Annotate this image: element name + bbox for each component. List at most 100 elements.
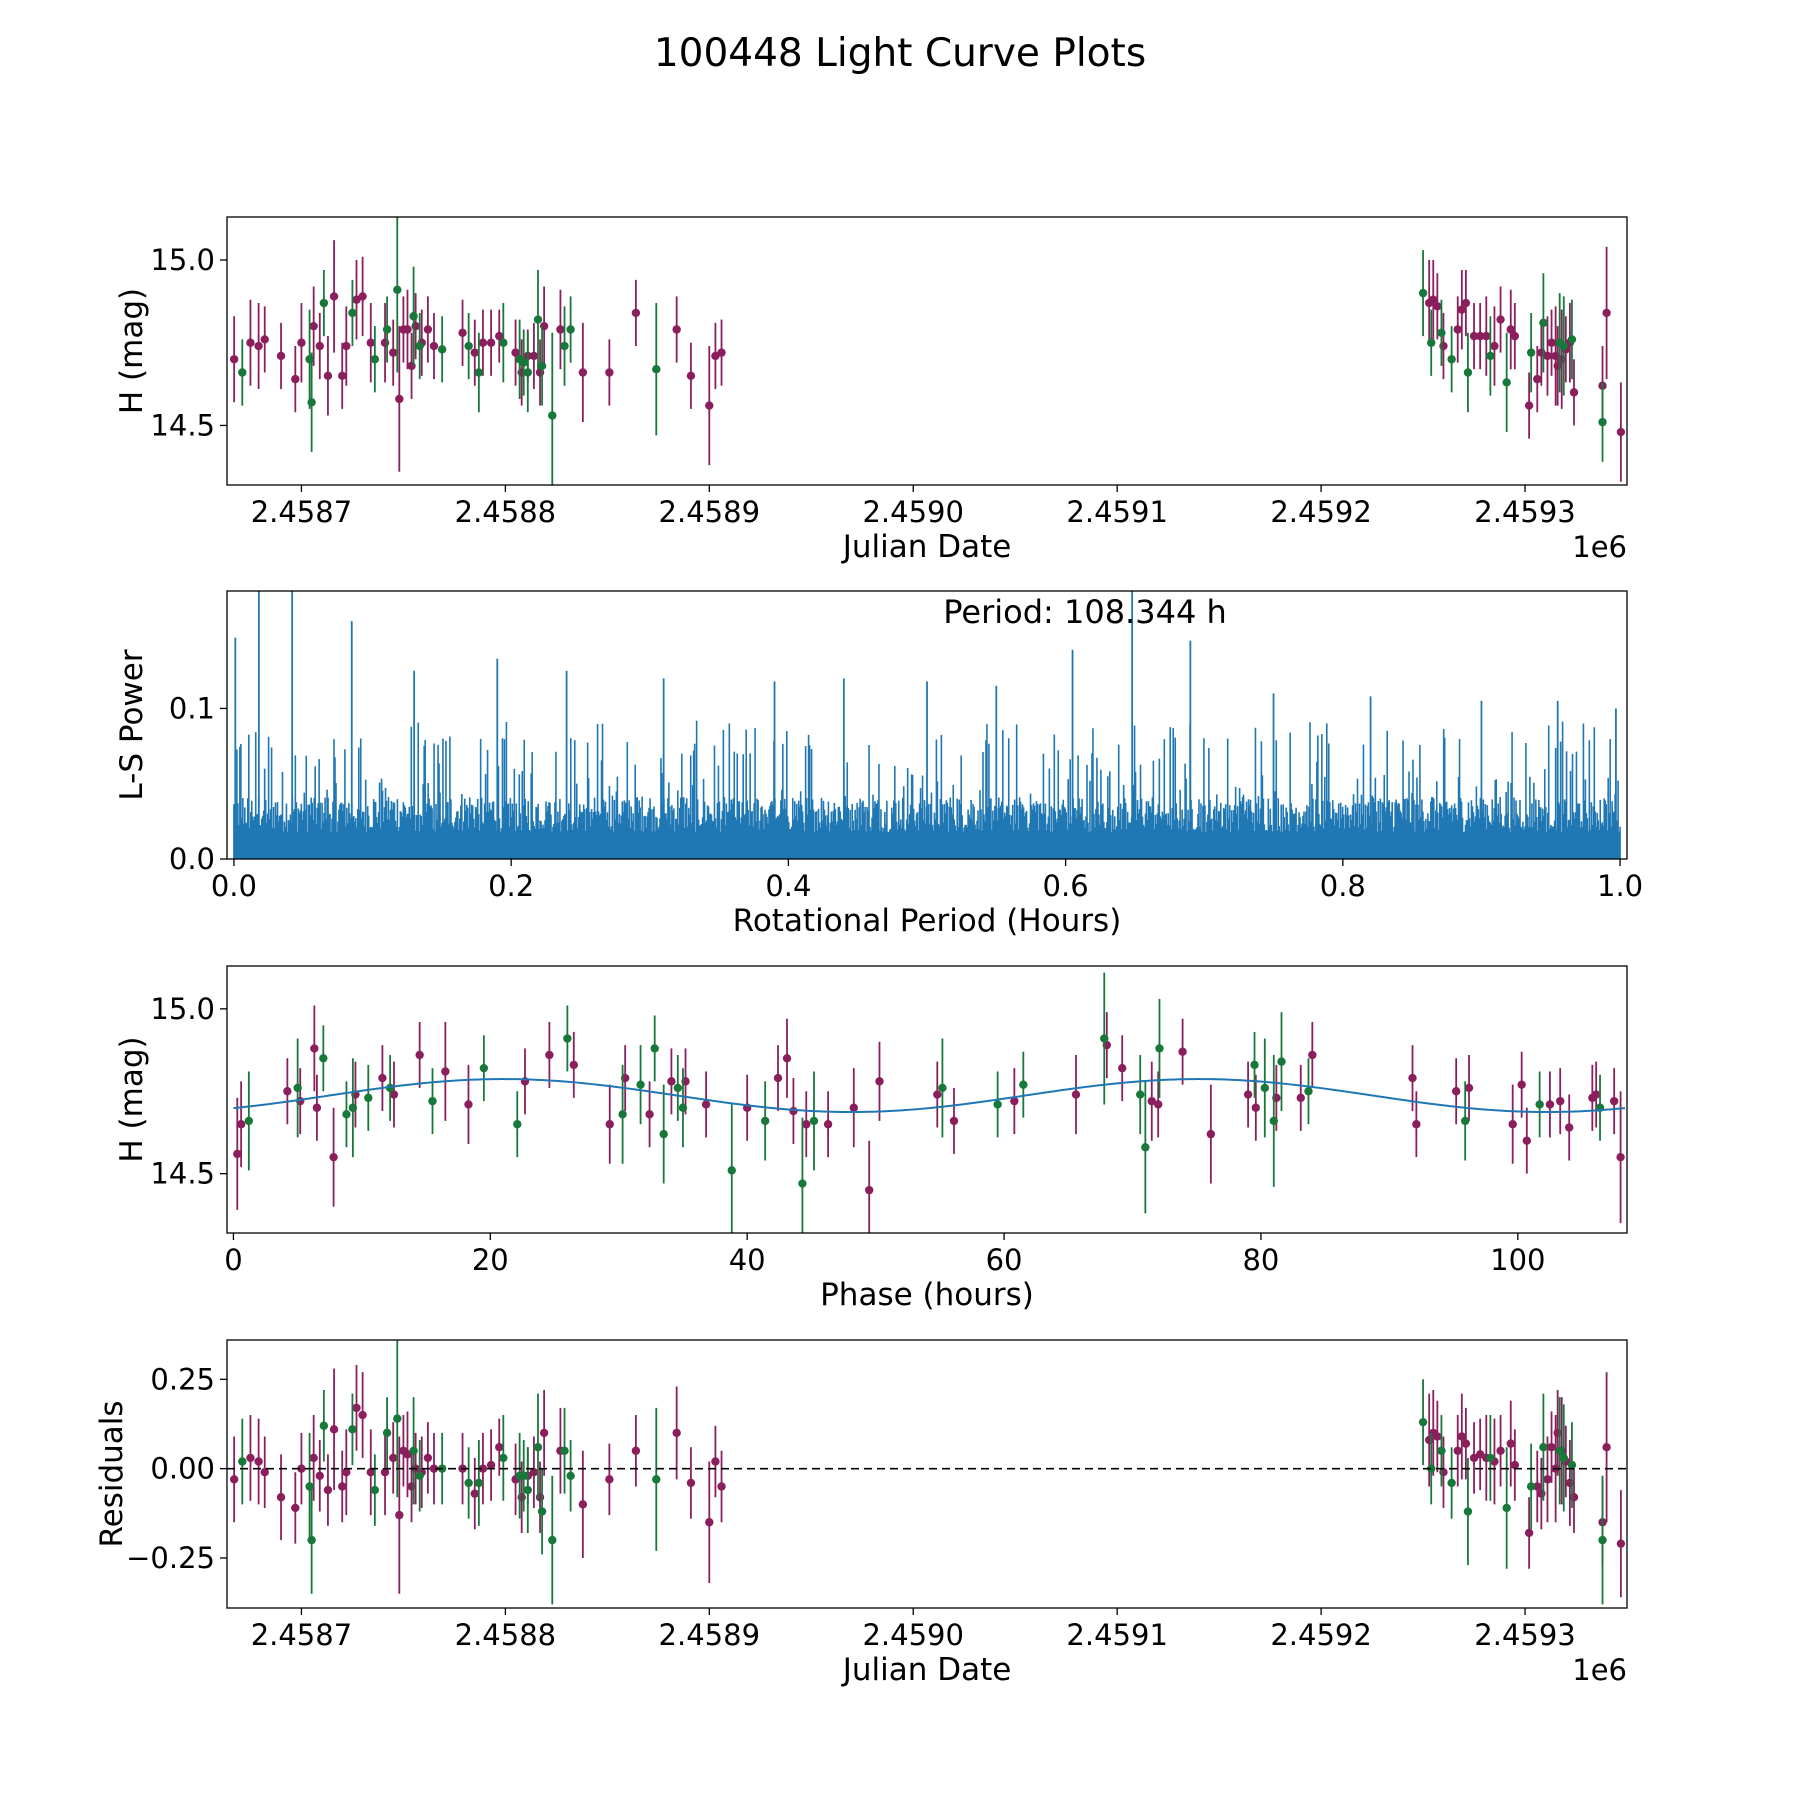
purple-data-point bbox=[631, 308, 641, 318]
purple-data-point bbox=[246, 338, 255, 347]
purple-data-point bbox=[338, 371, 347, 381]
green-data-point bbox=[307, 1535, 316, 1545]
purple-data-point bbox=[535, 1493, 545, 1502]
purple-data-point bbox=[631, 1446, 641, 1455]
purple-data-point bbox=[773, 1073, 783, 1083]
purple-data-point bbox=[1147, 1096, 1156, 1106]
purple-data-point bbox=[309, 321, 318, 331]
y-axis-label: Residuals bbox=[94, 1400, 130, 1547]
purple-data-point bbox=[1602, 308, 1611, 318]
data-layer bbox=[227, 1340, 1627, 1605]
purple-data-point bbox=[486, 338, 496, 347]
purple-data-point bbox=[511, 348, 520, 357]
x-tick-label: 2.4593 bbox=[1474, 495, 1575, 529]
panel-phased-light-curve: 0 20 40 60 80 100 14.5 15.0 Phase (hours) H (mag) bbox=[114, 965, 1628, 1313]
green-data-point bbox=[938, 1083, 947, 1093]
purple-data-point bbox=[411, 321, 420, 331]
green-data-point bbox=[1155, 1044, 1164, 1053]
purple-data-point bbox=[395, 394, 404, 404]
green-data-point bbox=[727, 1166, 736, 1175]
purple-data-point bbox=[717, 1482, 726, 1491]
purple-data-point bbox=[1522, 1136, 1532, 1145]
purple-data-point bbox=[717, 348, 726, 357]
x-tick-label: 0.8 bbox=[1320, 869, 1366, 903]
purple-data-point bbox=[701, 1100, 711, 1109]
purple-data-point bbox=[1296, 1093, 1305, 1103]
green-data-point bbox=[537, 1507, 547, 1516]
x-tick-label: 2.4590 bbox=[862, 1618, 963, 1652]
green-data-point bbox=[244, 1116, 254, 1126]
y-tick-label: 0.0 bbox=[169, 842, 215, 876]
purple-data-point bbox=[529, 351, 539, 361]
green-data-point bbox=[474, 1478, 484, 1488]
purple-data-point bbox=[312, 1103, 322, 1112]
purple-data-point bbox=[407, 361, 416, 371]
green-data-point bbox=[409, 312, 418, 321]
green-data-point bbox=[1269, 1116, 1278, 1126]
purple-data-point bbox=[478, 338, 488, 347]
purple-data-point bbox=[297, 1464, 306, 1473]
green-data-point bbox=[348, 308, 357, 318]
purple-data-point bbox=[366, 1468, 375, 1477]
purple-data-point bbox=[254, 1457, 263, 1466]
x-tick-label: 0.6 bbox=[1043, 869, 1089, 903]
green-data-point bbox=[364, 1093, 373, 1103]
purple-data-point bbox=[389, 1453, 398, 1463]
purple-data-point bbox=[1616, 1152, 1625, 1162]
panel-light-curve: 2.4587 2.4588 2.4589 2.4590 2.4591 2.4592 2.45… bbox=[114, 216, 1628, 565]
x-tick-label: 2.4588 bbox=[455, 1618, 556, 1652]
purple-data-point bbox=[342, 341, 351, 351]
purple-data-point bbox=[933, 1090, 942, 1099]
green-data-point bbox=[659, 1129, 668, 1139]
green-data-point bbox=[1463, 368, 1473, 377]
green-data-point bbox=[1447, 355, 1456, 364]
green-data-point bbox=[499, 1453, 508, 1463]
purple-data-point bbox=[478, 1464, 488, 1473]
green-data-point bbox=[519, 358, 528, 367]
purple-data-point bbox=[310, 1044, 319, 1053]
x-tick-label: 2.4589 bbox=[659, 495, 760, 529]
green-data-point bbox=[1427, 338, 1436, 347]
purple-data-point bbox=[1118, 1063, 1127, 1073]
purple-data-point bbox=[1565, 1123, 1574, 1132]
purple-data-point bbox=[1547, 1443, 1556, 1452]
purple-data-point bbox=[276, 351, 286, 361]
purple-data-point bbox=[1569, 388, 1579, 397]
x-tick-label: 2.4593 bbox=[1474, 1618, 1575, 1652]
green-data-point bbox=[1567, 335, 1577, 344]
purple-data-point bbox=[1461, 1439, 1471, 1448]
purple-data-point bbox=[464, 1100, 473, 1109]
purple-data-point bbox=[849, 1103, 858, 1112]
purple-data-point bbox=[1461, 298, 1471, 308]
y-axis-label: L-S Power bbox=[114, 649, 150, 800]
purple-data-point bbox=[1251, 1103, 1261, 1112]
x-tick-label: 100 bbox=[1490, 1243, 1545, 1277]
green-data-point bbox=[1502, 1503, 1511, 1513]
purple-data-point bbox=[458, 328, 467, 338]
x-tick-label: 2.4590 bbox=[862, 495, 963, 529]
purple-data-point bbox=[283, 1087, 292, 1096]
purple-data-point bbox=[529, 1468, 539, 1477]
plot-frame bbox=[226, 965, 1628, 1234]
purple-data-point bbox=[1153, 1100, 1163, 1109]
x-axis-label: Rotational Period (Hours) bbox=[733, 903, 1122, 939]
purple-data-point bbox=[229, 1475, 239, 1484]
figure-title: 100448 Light Curve Plots bbox=[654, 31, 1146, 76]
purple-data-point bbox=[1451, 1087, 1461, 1096]
y-tick-label: 0.1 bbox=[169, 691, 215, 725]
purple-data-point bbox=[539, 321, 549, 331]
purple-data-point bbox=[423, 1453, 433, 1463]
purple-data-point bbox=[1453, 325, 1462, 334]
purple-data-point bbox=[389, 1090, 399, 1099]
green-data-point bbox=[370, 355, 380, 364]
purple-data-point bbox=[605, 1475, 614, 1484]
purple-data-point bbox=[415, 1050, 424, 1060]
green-data-point bbox=[348, 1425, 357, 1434]
purple-data-point bbox=[276, 1493, 286, 1502]
x-tick-label: 2.4589 bbox=[659, 1618, 760, 1652]
x-tick-label: 0.0 bbox=[211, 869, 257, 903]
green-data-point bbox=[513, 1120, 522, 1129]
purple-data-point bbox=[705, 1518, 714, 1527]
purple-data-point bbox=[782, 1054, 792, 1063]
